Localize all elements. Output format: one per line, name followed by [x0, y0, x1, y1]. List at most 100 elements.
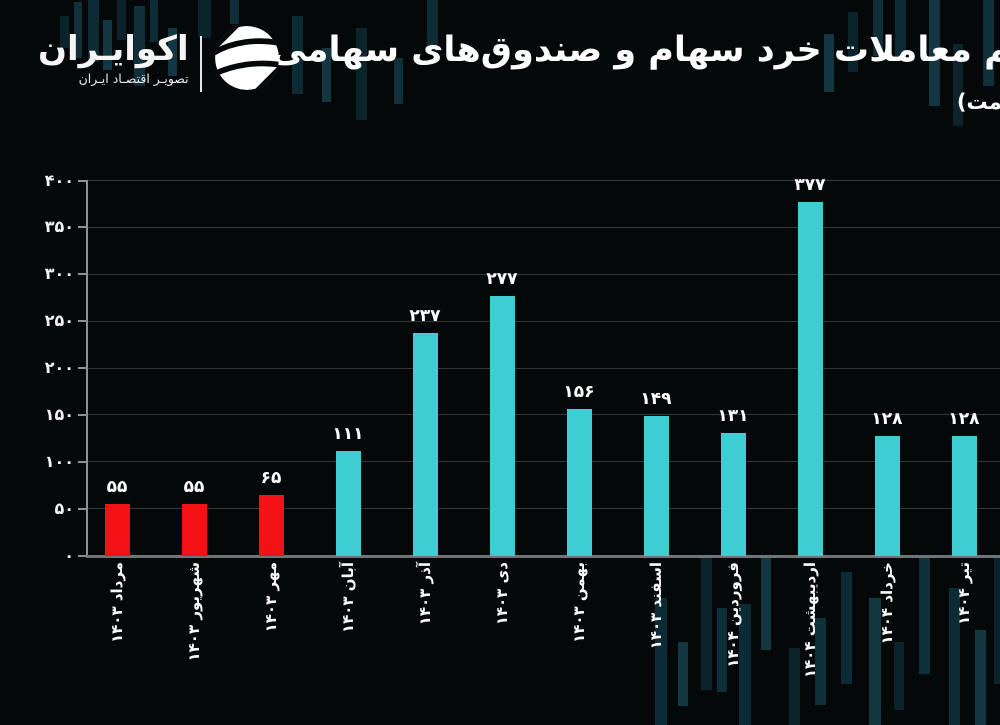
- background-candle-bar: [198, 0, 211, 38]
- background-candle-bar: [994, 556, 1000, 684]
- y-axis-tick-label: ۱۵۰: [44, 404, 74, 424]
- background-candle-bar: [117, 0, 126, 40]
- brand-logo: اکوایـران تصویـر اقتصـاد ایـران: [38, 24, 281, 92]
- background-candle-bar: [929, 0, 940, 106]
- x-axis: [86, 555, 1000, 558]
- background-candle-bar: [717, 608, 727, 692]
- background-candle-bar: [953, 44, 963, 126]
- y-axis-tick: [78, 320, 86, 323]
- background-candle-bar: [949, 588, 960, 725]
- background-candle-bar: [134, 6, 145, 86]
- bar-value-label: ۱۳۱: [717, 405, 749, 426]
- y-axis-tick: [78, 273, 86, 276]
- x-category-label: مرداد ۱۴۰۳: [108, 562, 126, 644]
- bar: [181, 503, 207, 556]
- y-axis: [86, 180, 88, 558]
- background-candle-bar: [975, 630, 986, 725]
- unit-note: (همت): [956, 90, 1000, 114]
- background-candle-bar: [894, 642, 904, 710]
- brand-tagline: تصویـر اقتصـاد ایـران: [78, 71, 189, 86]
- y-axis-tick: [78, 413, 86, 416]
- x-category-label: آبان ۱۴۰۳: [339, 562, 357, 634]
- bar: [258, 494, 284, 556]
- background-candle-bar: [427, 0, 438, 50]
- bar: [566, 409, 592, 556]
- x-category-label: اردیبهشت ۱۴۰۴: [801, 562, 819, 679]
- gridline: [88, 414, 1000, 416]
- x-category-label: آذر ۱۴۰۳: [416, 562, 434, 626]
- background-candle-bar: [150, 0, 158, 42]
- bar-value-label: ۱۵۶: [563, 382, 595, 403]
- background-candle-bar: [983, 0, 994, 86]
- x-category-label: شهریور ۱۴۰۳: [185, 562, 203, 662]
- x-category-label: مهر ۱۴۰۳: [262, 562, 280, 633]
- background-candle-bar: [869, 598, 881, 725]
- background-candle-bar: [789, 648, 800, 725]
- y-axis-tick-label: ۲۰۰: [44, 358, 74, 377]
- brand-divider: [199, 36, 202, 92]
- chart-title: حجم معاملات خرد سهام و صندوق‌های سهامی: [271, 30, 1000, 70]
- y-axis-tick: [78, 226, 86, 229]
- y-axis-tick: [78, 179, 86, 182]
- background-candle-bar: [394, 58, 403, 104]
- y-axis-tick-label: ۴۰۰: [44, 170, 74, 190]
- background-candle-bar: [761, 556, 771, 650]
- bar: [412, 333, 438, 556]
- brand-text-block: اکوایـران تصویـر اقتصـاد ایـران: [38, 24, 189, 86]
- gridline: [88, 367, 1000, 369]
- x-category-label: تیر ۱۴۰۴: [955, 562, 973, 625]
- bar: [104, 503, 130, 556]
- bar-value-label: ۲۷۷: [486, 268, 518, 289]
- bar: [335, 451, 361, 556]
- gridline: [88, 320, 1000, 322]
- x-category-label: دی ۱۴۰۳: [493, 562, 511, 626]
- bar-value-label: ۱۲۸: [948, 408, 980, 429]
- y-axis-tick-label: ۳۰۰: [44, 264, 74, 284]
- x-category-label: اسفند ۱۴۰۳: [647, 562, 665, 650]
- y-axis-tick-label: ۱۰۰: [44, 451, 74, 471]
- background-candle-bar: [701, 556, 712, 690]
- background-candle-bar: [322, 48, 331, 102]
- background-candle-bar: [824, 34, 834, 92]
- gridline: [88, 226, 1000, 228]
- bar-value-label: ۱۱۱: [332, 424, 364, 445]
- bar: [489, 295, 515, 556]
- background-candle-bar: [230, 0, 239, 24]
- brand-name: اکوایـران: [38, 29, 189, 69]
- bar-value-label: ۳۷۷: [794, 175, 826, 196]
- gridline: [88, 180, 1000, 181]
- background-candle-bar: [919, 556, 930, 674]
- background-candle-bar: [60, 16, 69, 48]
- y-axis-tick: [78, 554, 86, 557]
- y-axis-tick-label: ۵۰: [54, 498, 74, 518]
- background-candle-bar: [841, 572, 852, 684]
- background-candle-bar: [873, 0, 883, 56]
- background-candle-bar: [655, 598, 667, 725]
- background-candle-bar: [895, 0, 906, 56]
- x-category-label: فروردین ۱۴۰۴: [724, 562, 742, 668]
- y-axis-tick-label: ۳۵۰: [44, 217, 74, 237]
- y-axis-tick: [78, 367, 86, 369]
- background-candle-bar: [88, 0, 99, 62]
- bar-value-label: ۱۲۸: [871, 408, 903, 429]
- background-candle-bar: [739, 604, 751, 725]
- bar-value-label: ۵۵: [106, 476, 128, 497]
- background-candle-bar: [356, 28, 367, 120]
- y-axis-tick-label: ۰: [64, 545, 74, 565]
- bar: [720, 432, 746, 556]
- bar-value-label: ۶۵: [260, 467, 282, 488]
- ecoiran-logo-icon: [214, 26, 279, 90]
- bar-value-label: ۲۳۷: [409, 306, 441, 327]
- y-axis-tick: [78, 507, 86, 510]
- bar: [797, 202, 823, 556]
- y-axis-tick: [78, 460, 86, 463]
- background-candle-bar: [74, 2, 82, 58]
- x-category-label: خرداد ۱۴۰۴: [878, 562, 896, 645]
- background-candle-bar: [103, 20, 112, 70]
- bar: [643, 415, 669, 556]
- bar: [951, 435, 977, 556]
- gridline: [88, 461, 1000, 463]
